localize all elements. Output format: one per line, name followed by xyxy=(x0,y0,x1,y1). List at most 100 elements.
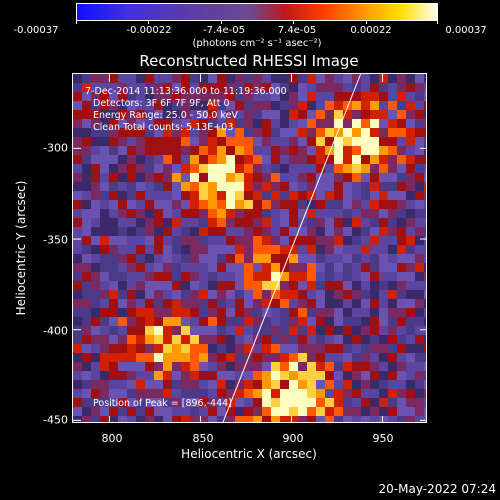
heatmap-cell xyxy=(199,299,208,308)
heatmap-cell xyxy=(280,344,289,353)
heatmap-cell xyxy=(271,146,280,155)
heatmap-cell xyxy=(127,83,136,92)
heatmap-cell xyxy=(226,344,235,353)
heatmap-cell xyxy=(82,101,91,110)
info-time-range: 7-Dec-2014 11:13:36.000 to 11:19:36.000 xyxy=(85,86,287,97)
heatmap-cell xyxy=(289,164,298,173)
heatmap-cell xyxy=(388,335,397,344)
colorbar xyxy=(76,3,438,21)
heatmap-cell xyxy=(388,245,397,254)
heatmap-cell xyxy=(217,272,226,281)
heatmap-cell xyxy=(136,344,145,353)
heatmap-cell xyxy=(316,398,325,407)
heatmap-cell xyxy=(325,110,334,119)
heatmap-cell xyxy=(100,398,109,407)
heatmap-cell xyxy=(280,173,289,182)
heatmap-cell xyxy=(154,110,163,119)
heatmap-cell xyxy=(424,245,426,254)
heatmap-cell xyxy=(127,398,136,407)
heatmap-cell xyxy=(235,272,244,281)
heatmap-cell xyxy=(271,398,280,407)
heatmap-cell xyxy=(244,83,253,92)
heatmap-cell xyxy=(253,254,262,263)
heatmap-cell xyxy=(343,92,352,101)
heatmap-cell xyxy=(253,290,262,299)
heatmap-cell xyxy=(307,83,316,92)
heatmap-cell xyxy=(298,200,307,209)
y-tick-label: -350 xyxy=(43,233,68,247)
heatmap-cell xyxy=(100,110,109,119)
heatmap-cell xyxy=(325,380,334,389)
heatmap-cell xyxy=(136,227,145,236)
heatmap-cell xyxy=(109,92,118,101)
heatmap-cell xyxy=(271,191,280,200)
heatmap-cell xyxy=(181,146,190,155)
heatmap-cell xyxy=(379,281,388,290)
heatmap-cell xyxy=(82,344,91,353)
heatmap-cell xyxy=(154,389,163,398)
heatmap-cell xyxy=(289,389,298,398)
heatmap-cell xyxy=(172,83,181,92)
heatmap-cell xyxy=(109,398,118,407)
heatmap-cell xyxy=(181,371,190,380)
heatmap-cell xyxy=(316,173,325,182)
heatmap-cell xyxy=(388,164,397,173)
heatmap-cell xyxy=(343,182,352,191)
heatmap-cell xyxy=(406,326,415,335)
heatmap-cell xyxy=(352,128,361,137)
heatmap-cell xyxy=(424,74,426,83)
heatmap-cell xyxy=(154,101,163,110)
heatmap-cell xyxy=(154,227,163,236)
heatmap-cell xyxy=(100,281,109,290)
heatmap-cell xyxy=(397,344,406,353)
heatmap-cell xyxy=(100,137,109,146)
heatmap-cell xyxy=(217,326,226,335)
heatmap-cell xyxy=(127,281,136,290)
heatmap-cell xyxy=(406,263,415,272)
heatmap-cell xyxy=(136,209,145,218)
heatmap-cell xyxy=(235,209,244,218)
heatmap-cell xyxy=(397,110,406,119)
heatmap-cell xyxy=(415,173,424,182)
heatmap-cell xyxy=(424,344,426,353)
heatmap-cell xyxy=(343,290,352,299)
heatmap-cell xyxy=(325,353,334,362)
heatmap-cell xyxy=(217,317,226,326)
heatmap-cell xyxy=(244,155,253,164)
heatmap-cell xyxy=(424,308,426,317)
heatmap-cell xyxy=(379,83,388,92)
heatmap-cell xyxy=(181,209,190,218)
heatmap-cell xyxy=(82,380,91,389)
heatmap-cell xyxy=(118,407,127,416)
heatmap-cell xyxy=(154,236,163,245)
heatmap-cell xyxy=(280,83,289,92)
heatmap-cell xyxy=(235,155,244,164)
heatmap-cell xyxy=(397,218,406,227)
heatmap-cell xyxy=(343,110,352,119)
heatmap-cell xyxy=(73,74,82,83)
heatmap-cell xyxy=(136,380,145,389)
heatmap-cell xyxy=(145,119,154,128)
heatmap-cell xyxy=(271,299,280,308)
heatmap-cell xyxy=(379,92,388,101)
heatmap-cell xyxy=(226,137,235,146)
heatmap-cell xyxy=(154,416,163,422)
heatmap-cell xyxy=(289,128,298,137)
heatmap-cell xyxy=(118,317,127,326)
heatmap-cell xyxy=(262,335,271,344)
heatmap-cell xyxy=(298,281,307,290)
heatmap-cell xyxy=(208,155,217,164)
heatmap-cell xyxy=(199,308,208,317)
heatmap-cell xyxy=(325,92,334,101)
heatmap-cell xyxy=(325,299,334,308)
heatmap-cell xyxy=(145,407,154,416)
heatmap-cell xyxy=(199,218,208,227)
heatmap-cell xyxy=(424,407,426,416)
heatmap-cell xyxy=(343,389,352,398)
heatmap-cell xyxy=(100,191,109,200)
heatmap-cell xyxy=(280,164,289,173)
heatmap-cell xyxy=(244,335,253,344)
heatmap-cell xyxy=(298,173,307,182)
heatmap-cell xyxy=(361,344,370,353)
heatmap-cell xyxy=(190,335,199,344)
